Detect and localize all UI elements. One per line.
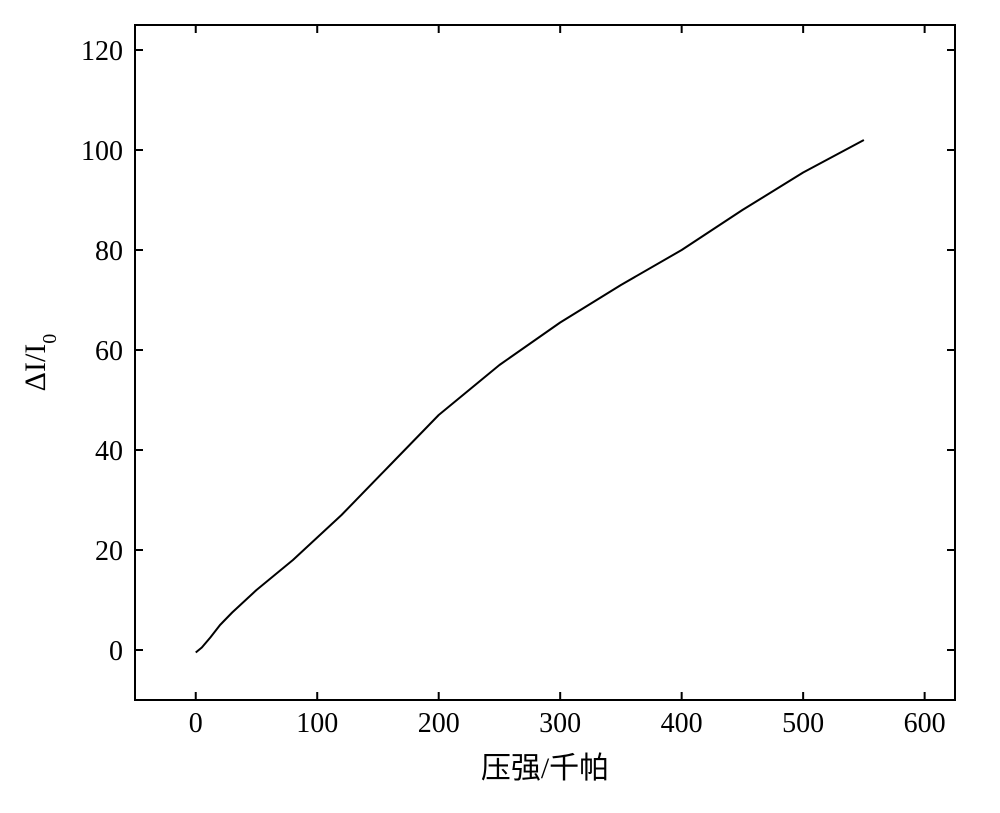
data-line	[196, 140, 864, 653]
x-tick-label: 0	[189, 708, 203, 739]
y-tick-label: 60	[95, 336, 123, 367]
x-tick-label: 500	[782, 708, 824, 739]
y-tick-label: 40	[95, 436, 123, 467]
y-tick-label: 0	[109, 636, 123, 667]
x-tick-label: 300	[539, 708, 581, 739]
y-axis-label: ΔI/I0	[19, 334, 61, 392]
y-tick-label: 120	[81, 36, 123, 67]
chart-svg: 0 100 200 300 400 500 600 0 20 40 60 80 100 120 压强/千帕 Δ…	[0, 0, 1000, 808]
x-tick-label: 100	[296, 708, 338, 739]
y-tick-label: 100	[81, 136, 123, 167]
x-axis-label: 压强/千帕	[481, 752, 609, 785]
x-tick-label: 400	[661, 708, 703, 739]
plot-border	[135, 25, 955, 700]
y-tick-label: 80	[95, 236, 123, 267]
chart-container: 0 100 200 300 400 500 600 0 20 40 60 80 100 120 压强/千帕 Δ…	[0, 0, 1000, 808]
x-tick-label: 600	[904, 708, 946, 739]
x-tick-label: 200	[418, 708, 460, 739]
y-tick-label: 20	[95, 536, 123, 567]
